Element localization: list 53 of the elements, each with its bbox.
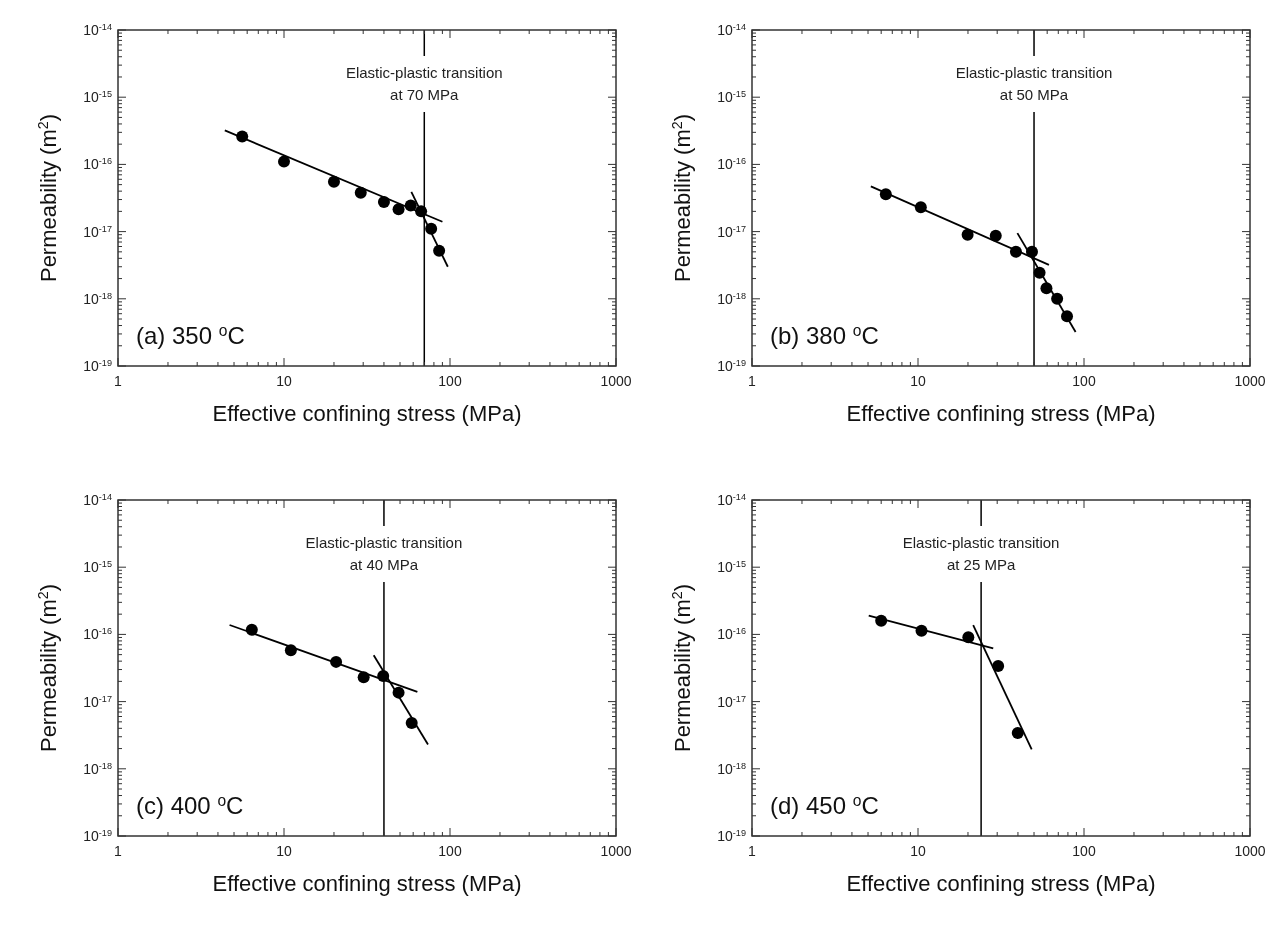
x-tick-label: 10 bbox=[910, 843, 926, 859]
y-tick-label: 10$^{-19}$ bbox=[717, 358, 746, 374]
annotation: (c) 400 $^{o}$C bbox=[136, 791, 244, 819]
y-tick-label: 10$^{-14}$ bbox=[83, 492, 112, 508]
annotation: (d) 450 $^{o}$C bbox=[770, 791, 879, 819]
y-tick-label: 10$^{-14}$ bbox=[717, 492, 746, 508]
x-tick-label: 100 bbox=[438, 373, 462, 389]
y-tick-label: 10$^{-15}$ bbox=[717, 89, 746, 106]
y-tick-label: 10$^{-16}$ bbox=[83, 626, 112, 643]
y-tick-label: 10$^{-14}$ bbox=[83, 22, 112, 38]
x-tick-label: 1 bbox=[114, 373, 123, 389]
y-tick-label: 10$^{-15}$ bbox=[83, 89, 112, 106]
x-axis-title: Effective confining stress (MPa) bbox=[846, 401, 1156, 426]
y-tick-label: 10$^{-17}$ bbox=[83, 223, 112, 240]
y-tick-label: 10$^{-14}$ bbox=[717, 22, 746, 38]
x-tick-label: 10 bbox=[910, 373, 926, 389]
x-tick-label: 1000 bbox=[1234, 373, 1266, 389]
y-tick-label: 10$^{-19}$ bbox=[717, 828, 746, 844]
y-tick-label: 10$^{-17}$ bbox=[83, 693, 112, 710]
y-tick-label: 10$^{-19}$ bbox=[83, 828, 112, 844]
y-tick-label: 10$^{-18}$ bbox=[83, 760, 112, 777]
y-tick-label: 10$^{-16}$ bbox=[717, 156, 746, 173]
y-tick-label: 10$^{-16}$ bbox=[717, 626, 746, 643]
y-tick-label: 10$^{-17}$ bbox=[717, 223, 746, 240]
ref-line-label: Elastic-plastic transition at 50 MPa bbox=[955, 64, 1113, 103]
x-tick-label: 1000 bbox=[1234, 843, 1266, 859]
y-tick-label: 10$^{-15}$ bbox=[717, 559, 746, 576]
annotation: (a) 350 $^{o}$C bbox=[136, 321, 245, 349]
y-tick-label: 10$^{-18}$ bbox=[717, 290, 746, 307]
x-tick-label: 1000 bbox=[600, 373, 632, 389]
annotation: (b) 380 $^{o}$C bbox=[770, 321, 879, 349]
x-tick-label: 1 bbox=[748, 373, 757, 389]
x-tick-label: 1 bbox=[748, 843, 757, 859]
ref-line-label: Elastic-plastic transition at 70 MPa bbox=[345, 64, 503, 103]
y-tick-label: 10$^{-18}$ bbox=[717, 760, 746, 777]
point bbox=[992, 659, 1005, 672]
x-axis-title: Effective confining stress (MPa) bbox=[212, 871, 522, 896]
y-tick-label: 10$^{-15}$ bbox=[83, 559, 112, 576]
y-tick-label: 10$^{-19}$ bbox=[83, 358, 112, 374]
x-tick-label: 1 bbox=[114, 843, 123, 859]
x-tick-label: 10 bbox=[276, 843, 292, 859]
x-tick-label: 10 bbox=[276, 373, 292, 389]
y-tick-label: 10$^{-17}$ bbox=[717, 693, 746, 710]
y-tick-label: 10$^{-18}$ bbox=[83, 290, 112, 307]
x-tick-label: 100 bbox=[438, 843, 462, 859]
x-tick-label: 100 bbox=[1072, 373, 1096, 389]
x-axis-title: Effective confining stress (MPa) bbox=[846, 871, 1156, 896]
y-tick-label: 10$^{-16}$ bbox=[83, 156, 112, 173]
x-tick-label: 1000 bbox=[600, 843, 632, 859]
ref-line-label: Elastic-plastic transition at 40 MPa bbox=[305, 534, 463, 573]
x-tick-label: 100 bbox=[1072, 843, 1096, 859]
ref-line-label: Elastic-plastic transition at 25 MPa bbox=[902, 534, 1060, 573]
x-axis-title: Effective confining stress (MPa) bbox=[212, 401, 522, 426]
